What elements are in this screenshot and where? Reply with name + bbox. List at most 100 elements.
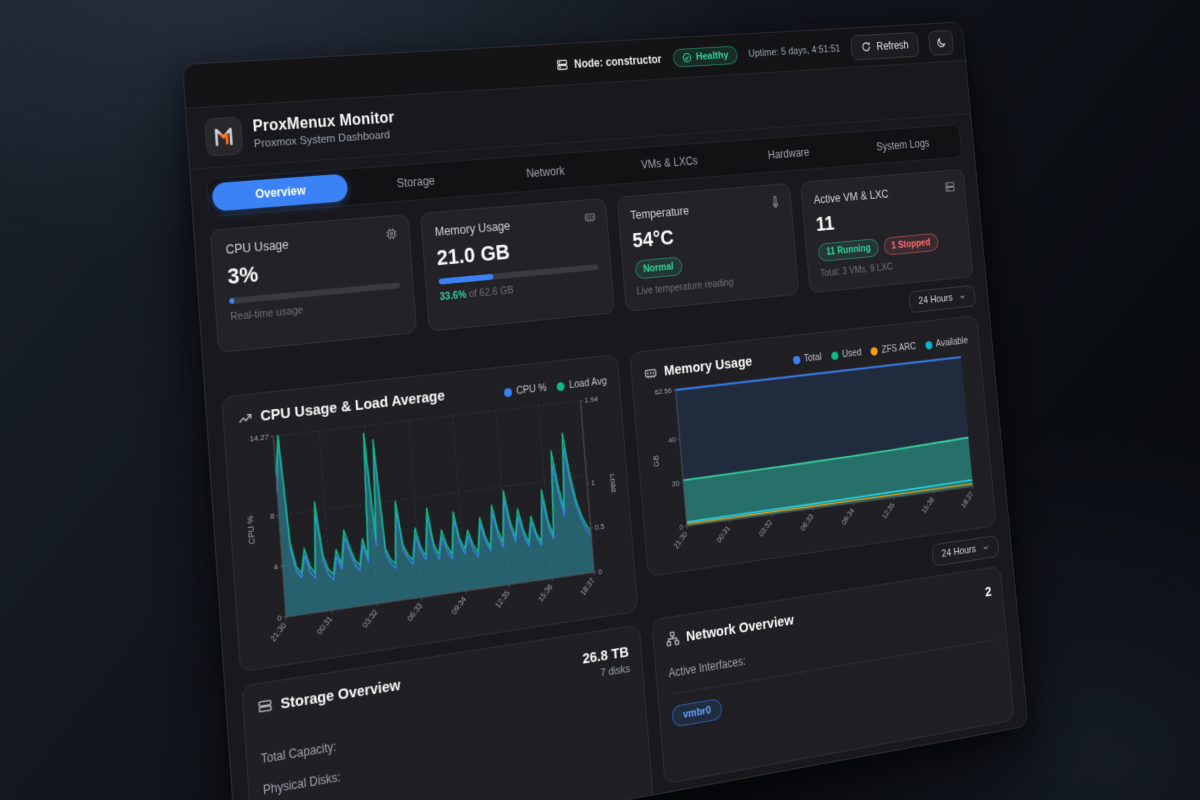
tab-network[interactable]: Network [525, 164, 565, 181]
tab-storage[interactable]: Storage [396, 173, 436, 191]
legend-item: Total [792, 351, 822, 365]
legend-label: ZFS ARC [881, 340, 917, 356]
app-titles: ProxMenux Monitor Proxmox System Dashboa… [252, 110, 396, 151]
svg-text:12:35: 12:35 [494, 588, 512, 610]
thermometer-icon [769, 195, 782, 213]
left-column: CPU Usage & Load Average CPU % Load Avg 0… [221, 353, 655, 800]
svg-text:62.56: 62.56 [655, 386, 673, 397]
hard-drive-icon [257, 697, 274, 716]
app-logo [204, 116, 244, 157]
moon-icon [935, 36, 947, 49]
cpu-chip-icon [384, 227, 398, 247]
check-circle-icon [682, 51, 693, 63]
storage-summary: 26.8 TB 7 disks [582, 644, 631, 683]
node-label: Node: constructor [573, 52, 663, 71]
vm-stopped-badge: 1 Stopped [882, 232, 939, 256]
uptime-text: Uptime: 5 days, 4:51:51 [747, 42, 841, 60]
svg-text:18:37: 18:37 [579, 576, 596, 597]
right-column: Memory Usage Total Used ZFS ARC Available 0… [629, 315, 1015, 785]
tab-system-logs[interactable]: System Logs [875, 136, 930, 154]
storage-title-wrap: Storage Overview [257, 676, 401, 716]
network-interface-pill[interactable]: vmbr0 [671, 698, 723, 728]
memory-icon [643, 364, 658, 381]
svg-text:Load: Load [608, 473, 618, 493]
svg-text:1: 1 [591, 479, 596, 488]
tab-hardware[interactable]: Hardware [767, 145, 810, 162]
svg-text:CPU %: CPU % [245, 515, 257, 545]
app-header: ProxMenux Monitor Proxmox System Dashboa… [186, 60, 971, 170]
vm-server-icon [944, 180, 956, 198]
memory-time-range-select[interactable]: 24 Hours [931, 534, 1000, 567]
memory-chart-card: Memory Usage Total Used ZFS ARC Available 0… [629, 315, 997, 577]
svg-text:20: 20 [672, 479, 681, 489]
temperature-card-value: 54°C [631, 225, 675, 253]
legend-label: CPU % [515, 381, 548, 397]
plot-area [273, 401, 594, 617]
cpu-usage-card: CPU Usage 3% Real-time usage [209, 213, 417, 354]
legend-item: Load Avg [556, 375, 608, 392]
cpu-load-chart-card: CPU Usage & Load Average CPU % Load Avg 0… [221, 353, 639, 673]
legend-label: Used [841, 346, 862, 361]
memory-chip-icon [583, 210, 596, 229]
legend-dot [924, 340, 933, 350]
time-range-value: 24 Hours [918, 292, 954, 307]
legend-dot [830, 350, 839, 360]
trending-up-icon [237, 409, 254, 427]
svg-text:09:34: 09:34 [450, 594, 469, 616]
legend-item: ZFS ARC [870, 341, 916, 357]
svg-text:14.27: 14.27 [249, 433, 269, 444]
dashboard-window: Node: constructor Healthy Uptime: 5 days… [182, 21, 1029, 800]
legend-dot [503, 387, 513, 397]
memory-caption-suffix: of 62.6 GB [466, 284, 514, 301]
legend-dot [556, 381, 566, 391]
svg-text:15:36: 15:36 [537, 582, 555, 604]
memory-time-range-value: 24 Hours [941, 543, 977, 560]
svg-text:40: 40 [668, 435, 677, 445]
svg-text:0.5: 0.5 [594, 522, 605, 532]
vm-card-value: 11 [814, 211, 836, 236]
memory-card-value: 21.0 GB [435, 239, 511, 271]
legend-label: Total [803, 351, 823, 365]
svg-text:1.94: 1.94 [584, 395, 599, 405]
time-range-select[interactable]: 24 Hours [908, 284, 977, 314]
svg-text:00:31: 00:31 [715, 524, 731, 544]
svg-text:00:31: 00:31 [315, 614, 334, 636]
svg-text:0: 0 [679, 522, 684, 531]
svg-text:0: 0 [598, 567, 603, 576]
legend-item: Available [924, 335, 969, 351]
svg-text:06:33: 06:33 [406, 601, 425, 623]
active-vm-lxc-card: Active VM & LXC 11 11 Running 1 Stopped … [800, 168, 974, 294]
temperature-card: Temperature 54°C Normal Live temperature… [616, 182, 800, 312]
health-status-badge: Healthy [672, 45, 738, 68]
svg-text:06:33: 06:33 [799, 512, 815, 533]
svg-text:21:30: 21:30 [269, 620, 289, 643]
node-indicator: Node: constructor [556, 52, 662, 71]
legend-label: Available [935, 335, 969, 350]
svg-text:0: 0 [277, 613, 283, 623]
svg-text:GB: GB [652, 454, 662, 467]
svg-text:8: 8 [270, 511, 276, 521]
legend-label: Load Avg [568, 375, 608, 391]
series-area [273, 400, 595, 617]
network-title: Network Overview [685, 611, 795, 645]
axis-titles: GB [652, 454, 662, 467]
chevron-down-icon [982, 542, 990, 552]
server-icon [556, 58, 569, 72]
svg-text:21:30: 21:30 [672, 529, 689, 550]
memory-percent: 33.6% [439, 288, 467, 304]
legend-item: CPU % [503, 381, 548, 398]
health-label: Healthy [695, 49, 729, 63]
vm-running-badge: 11 Running [817, 238, 880, 263]
memory-usage-card: Memory Usage 21.0 GB 33.6% of 62.6 GB [419, 197, 615, 332]
cpu-progress-fill [229, 297, 235, 305]
legend-item: Used [830, 346, 862, 361]
refresh-button[interactable]: Refresh [849, 31, 920, 61]
tab-overview[interactable]: Overview [211, 173, 349, 212]
network-interfaces-count: 2 [984, 584, 993, 601]
theme-toggle-button[interactable] [927, 29, 955, 56]
cpu-load-chart: 0 4 8 14.27 0 0.5 1 1.94 21:30 00:31 03:32 06:33 09:… [245, 395, 618, 643]
tab-vms-lxcs[interactable]: VMs & LXCs [640, 154, 699, 172]
storage-title: Storage Overview [279, 676, 402, 713]
svg-text:09:34: 09:34 [840, 506, 856, 526]
network-title-wrap: Network Overview [665, 612, 794, 648]
